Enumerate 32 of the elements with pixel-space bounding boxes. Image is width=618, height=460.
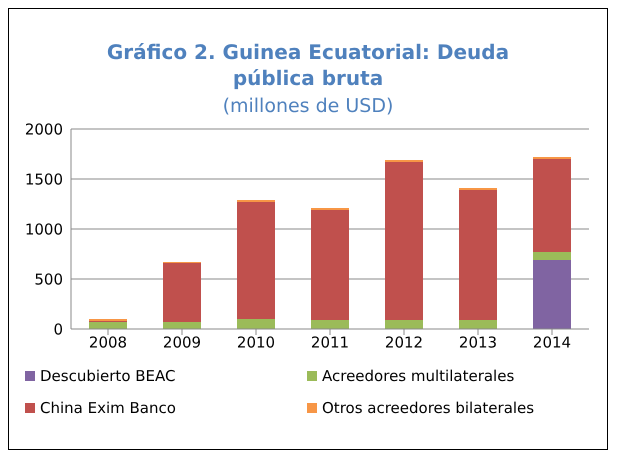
x-tick-label: 2011: [310, 334, 350, 352]
y-tick-label: 2000: [24, 120, 63, 138]
bar: [163, 263, 201, 322]
legend-label: China Exim Banco: [40, 399, 176, 417]
bar: [459, 190, 497, 320]
legend-label: Otros acreedores bilaterales: [322, 399, 534, 417]
bar: [237, 319, 275, 329]
bar: [311, 320, 349, 329]
x-tick-label: 2010: [236, 334, 276, 352]
bar: [89, 322, 127, 329]
bar: [237, 202, 275, 319]
y-tick-label: 0: [53, 320, 63, 338]
bar: [311, 210, 349, 320]
x-tick-label: 2009: [162, 334, 202, 352]
legend-label: Descubierto BEAC: [40, 367, 176, 385]
chart-title: Gráfico 2. Guinea Ecuatorial: Deuda pública bruta: [106, 39, 510, 91]
bar: [533, 252, 571, 260]
y-tick-label: 1500: [24, 170, 63, 188]
bar: [533, 260, 571, 329]
chart-subtitle: (millones de USD): [222, 95, 394, 117]
y-tick-label: 1000: [24, 220, 63, 238]
bar: [163, 322, 201, 329]
bar: [459, 320, 497, 329]
x-tick-label: 2008: [88, 334, 128, 352]
x-tick-label: 2013: [458, 334, 498, 352]
bar: [533, 159, 571, 252]
bar: [385, 320, 423, 329]
bar: [385, 162, 423, 320]
legend-label: Acreedores multilaterales: [322, 367, 514, 385]
y-tick-label: 500: [34, 270, 63, 288]
x-tick-label: 2012: [384, 334, 424, 352]
x-tick-label: 2014: [532, 334, 572, 352]
